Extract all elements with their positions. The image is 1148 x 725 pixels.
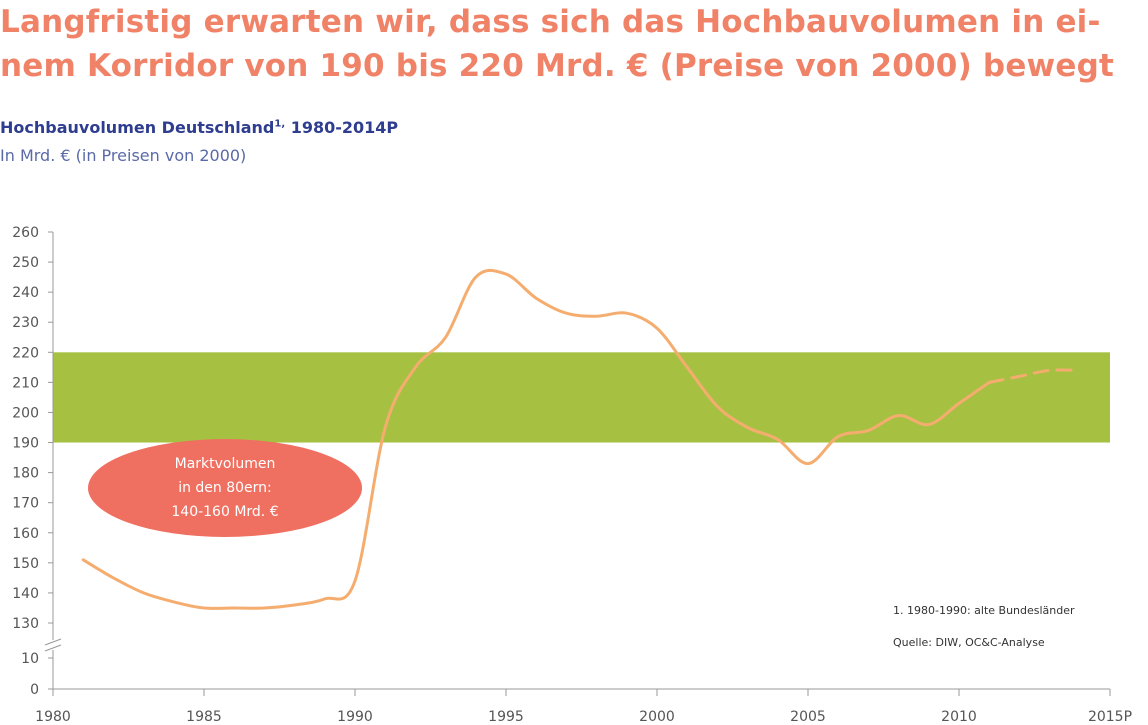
headline: Langfristig erwarten wir, dass sich das …: [0, 0, 1148, 88]
y-tick-label: 170: [12, 496, 39, 512]
annotation-line-3: 140-160 Mrd. €: [171, 504, 279, 520]
y-tick-label: 160: [12, 526, 39, 542]
y-tick-label: 250: [12, 255, 39, 271]
y-tick-label: 200: [12, 405, 39, 421]
x-tick-label: 2015P: [1088, 709, 1132, 725]
annotation-text: Marktvolumen in den 80ern: 140-160 Mrd. …: [145, 452, 305, 524]
y-tick-label: 150: [12, 556, 39, 572]
x-tick-label: 1990: [337, 709, 373, 725]
x-tick-label: 2005: [790, 709, 826, 725]
x-tick-label: 2010: [941, 709, 977, 725]
x-tick-label: 1985: [186, 709, 222, 725]
subtitle-superscript: 1,: [274, 118, 286, 130]
headline-line-1: Langfristig erwarten wir, dass sich das …: [0, 4, 1101, 40]
source-note: Quelle: DIW, OC&C-Analyse: [893, 636, 1045, 649]
annotation-line-2: in den 80ern:: [178, 480, 272, 496]
annotation-line-1: Marktvolumen: [174, 456, 276, 472]
subtitle-range: 1980-2014P: [285, 118, 399, 137]
axis-break-mark-2: [44, 644, 62, 652]
footnote: 1. 1980-1990: alte Bundesländer: [893, 604, 1075, 617]
y-tick-label: 180: [12, 466, 39, 482]
y-tick-label: 260: [12, 225, 39, 241]
forecast-series-line: [987, 368, 1082, 384]
annotation-ellipse: [88, 439, 362, 537]
y-tick-label: 140: [12, 586, 39, 602]
axis-break-mark-1: [44, 638, 62, 646]
chart-subtitle: Hochbauvolumen Deutschland1, 1980-2014P: [0, 118, 398, 137]
subtitle-text: Hochbauvolumen Deutschland: [0, 118, 275, 137]
y-tick-label: 190: [12, 436, 39, 452]
corridor-band: [53, 352, 1110, 443]
x-tick-label: 1980: [35, 709, 71, 725]
actual-series-line: [81, 268, 991, 610]
x-tick-label: 2000: [639, 709, 675, 725]
y-tick-label: 220: [12, 345, 39, 361]
y-tick-label: 240: [12, 285, 39, 301]
x-tick-label: 1995: [488, 709, 524, 725]
headline-line-2: nem Korridor von 190 bis 220 Mrd. € (Pre…: [0, 48, 1115, 84]
y-tick-label: 0: [30, 682, 39, 698]
y-tick-label: 10: [21, 651, 39, 667]
y-tick-label: 210: [12, 375, 39, 391]
y-tick-label: 230: [12, 315, 39, 331]
chart-unit: In Mrd. € (in Preisen von 2000): [0, 146, 247, 165]
y-tick-label: 130: [12, 616, 39, 632]
